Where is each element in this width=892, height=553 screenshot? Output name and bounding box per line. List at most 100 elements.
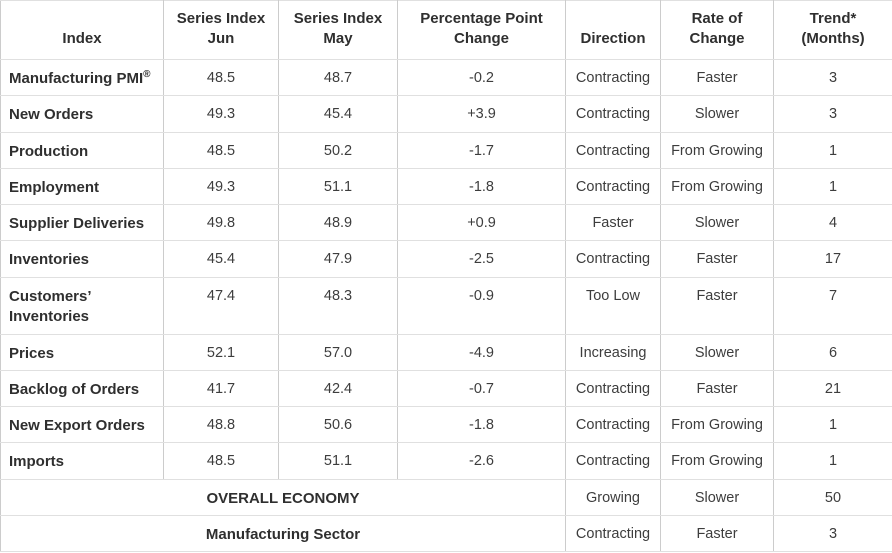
cell-direction: Contracting [565, 369, 661, 408]
cell-change: -1.8 [397, 405, 566, 444]
cell-rate-of-change: Slower [660, 333, 774, 371]
column-header-trend-months: Trend* (Months) [773, 0, 892, 60]
row-label: Inventories [0, 240, 164, 278]
cell-series-index-may: 48.3 [278, 276, 398, 335]
registered-trademark-icon: ® [143, 69, 151, 80]
row-label: Employment [0, 167, 164, 206]
column-header-rate-of-change: Rate of Change [660, 0, 774, 60]
cell-trend: 21 [773, 369, 892, 408]
cell-trend: 3 [773, 58, 892, 97]
row-label: Prices [0, 333, 164, 371]
cell-rate-of-change: Slower [660, 95, 774, 133]
cell-change: +3.9 [397, 95, 566, 133]
cell-direction: Contracting [565, 58, 661, 97]
row-label: New Export Orders [0, 405, 164, 444]
column-header-index: Index [0, 0, 164, 60]
cell-series-index-jun: 49.3 [163, 95, 279, 133]
cell-change: -2.6 [397, 442, 566, 480]
cell-series-index-jun: 48.5 [163, 442, 279, 480]
cell-series-index-may: 45.4 [278, 95, 398, 133]
row-label: New Orders [0, 95, 164, 133]
cell-direction: Faster [565, 203, 661, 242]
table-row-prices: Prices 52.1 57.0 -4.9 Increasing Slower … [0, 333, 892, 371]
table-row-backlog-of-orders: Backlog of Orders 41.7 42.4 -0.7 Contrac… [0, 369, 892, 408]
cell-direction: Contracting [565, 514, 661, 553]
summary-row-overall-economy: OVERALL ECONOMY Growing Slower 50 [0, 478, 892, 516]
table-row-employment: Employment 49.3 51.1 -1.8 Contracting Fr… [0, 167, 892, 206]
cell-rate-of-change: Faster [660, 58, 774, 97]
cell-series-index-jun: 49.3 [163, 167, 279, 206]
summary-row-label: Manufacturing Sector [0, 514, 566, 553]
cell-trend: 3 [773, 95, 892, 133]
cell-trend: 17 [773, 240, 892, 278]
table-row-supplier-deliveries: Supplier Deliveries 49.8 48.9 +0.9 Faste… [0, 203, 892, 242]
cell-rate-of-change: Faster [660, 369, 774, 408]
table-row-production: Production 48.5 50.2 -1.7 Contracting Fr… [0, 131, 892, 169]
table-row-new-export-orders: New Export Orders 48.8 50.6 -1.8 Contrac… [0, 405, 892, 444]
cell-rate-of-change: From Growing [660, 442, 774, 480]
cell-change: -4.9 [397, 333, 566, 371]
cell-trend: 7 [773, 276, 892, 335]
cell-change: -0.7 [397, 369, 566, 408]
row-label-text: Manufacturing PMI [9, 70, 144, 87]
cell-rate-of-change: Slower [660, 478, 774, 516]
cell-direction: Contracting [565, 95, 661, 133]
column-header-series-index-may: Series Index May [278, 0, 398, 60]
table-row-manufacturing-pmi: Manufacturing PMI® 48.5 48.7 -0.2 Contra… [0, 58, 892, 97]
cell-direction: Growing [565, 478, 661, 516]
cell-rate-of-change: From Growing [660, 405, 774, 444]
cell-series-index-may: 51.1 [278, 167, 398, 206]
table-row-inventories: Inventories 45.4 47.9 -2.5 Contracting F… [0, 240, 892, 278]
cell-series-index-may: 50.2 [278, 131, 398, 169]
cell-trend: 3 [773, 514, 892, 553]
cell-change: -0.9 [397, 276, 566, 335]
cell-series-index-may: 42.4 [278, 369, 398, 408]
cell-series-index-jun: 49.8 [163, 203, 279, 242]
cell-change: +0.9 [397, 203, 566, 242]
cell-series-index-jun: 52.1 [163, 333, 279, 371]
cell-direction: Contracting [565, 442, 661, 480]
cell-rate-of-change: Slower [660, 203, 774, 242]
cell-series-index-may: 47.9 [278, 240, 398, 278]
cell-series-index-jun: 41.7 [163, 369, 279, 408]
cell-trend: 4 [773, 203, 892, 242]
cell-rate-of-change: From Growing [660, 131, 774, 169]
cell-change: -1.7 [397, 131, 566, 169]
column-header-direction: Direction [565, 0, 661, 60]
cell-direction: Contracting [565, 405, 661, 444]
cell-trend: 1 [773, 167, 892, 206]
cell-direction: Too Low [565, 276, 661, 335]
table-row-imports: Imports 48.5 51.1 -2.6 Contracting From … [0, 442, 892, 480]
cell-rate-of-change: Faster [660, 240, 774, 278]
cell-series-index-may: 50.6 [278, 405, 398, 444]
cell-trend: 1 [773, 405, 892, 444]
column-header-percentage-point-change: Percentage Point Change [397, 0, 566, 60]
cell-trend: 1 [773, 131, 892, 169]
cell-trend: 1 [773, 442, 892, 480]
cell-series-index-may: 48.7 [278, 58, 398, 97]
cell-trend: 6 [773, 333, 892, 371]
table-row-new-orders: New Orders 49.3 45.4 +3.9 Contracting Sl… [0, 95, 892, 133]
row-label: Manufacturing PMI® [0, 58, 164, 97]
row-label: Imports [0, 442, 164, 480]
cell-change: -0.2 [397, 58, 566, 97]
cell-series-index-jun: 47.4 [163, 276, 279, 335]
cell-trend: 50 [773, 478, 892, 516]
row-label: Supplier Deliveries [0, 203, 164, 242]
cell-series-index-may: 48.9 [278, 203, 398, 242]
cell-direction: Contracting [565, 240, 661, 278]
cell-direction: Contracting [565, 167, 661, 206]
cell-series-index-may: 51.1 [278, 442, 398, 480]
cell-rate-of-change: From Growing [660, 167, 774, 206]
cell-series-index-jun: 48.5 [163, 58, 279, 97]
cell-direction: Increasing [565, 333, 661, 371]
table-row-customers-inventories: Customers’ Inventories 47.4 48.3 -0.9 To… [0, 276, 892, 335]
cell-change: -2.5 [397, 240, 566, 278]
cell-series-index-jun: 48.8 [163, 405, 279, 444]
cell-series-index-may: 57.0 [278, 333, 398, 371]
cell-direction: Contracting [565, 131, 661, 169]
summary-row-label: OVERALL ECONOMY [0, 478, 566, 516]
row-label: Customers’ Inventories [0, 276, 164, 335]
